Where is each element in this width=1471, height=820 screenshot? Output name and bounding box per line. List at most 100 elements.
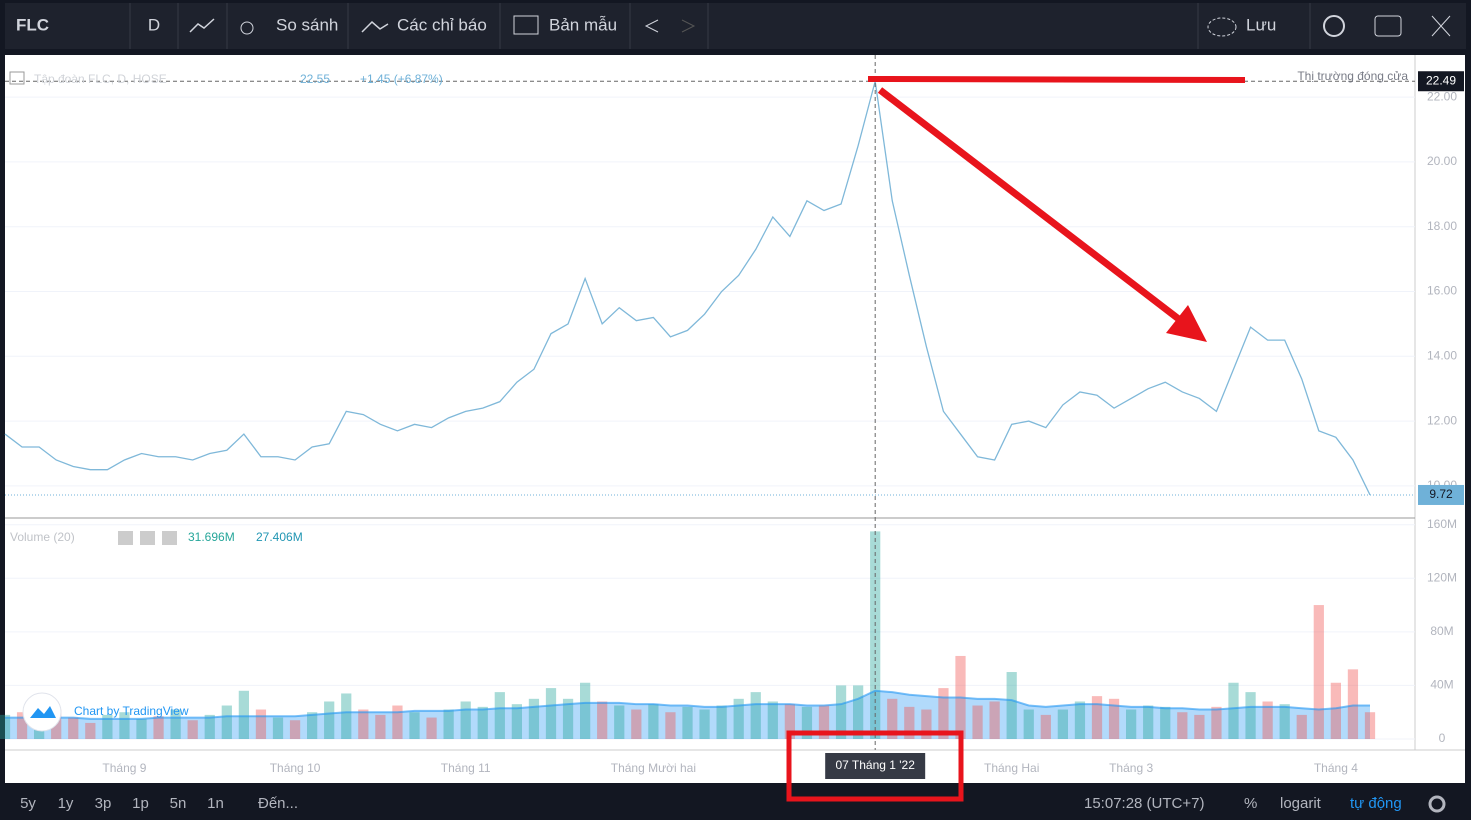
volume-bar	[562, 698, 574, 739]
last-price-box	[1418, 484, 1464, 505]
market-status: Thị trường đóng cửa	[1297, 69, 1408, 83]
volume-bar	[887, 698, 898, 739]
collapse-button[interactable]	[9, 71, 25, 85]
vol-btn[interactable]	[118, 531, 133, 545]
goto-date[interactable]: Đến...	[258, 795, 298, 812]
last-price: 9.72	[1429, 487, 1453, 501]
auto-toggle[interactable]: tự động	[1350, 795, 1402, 812]
volume-bar	[170, 709, 181, 739]
cloud-icon[interactable]	[1207, 17, 1237, 37]
volume-bar	[1228, 682, 1239, 739]
vol-btn[interactable]	[140, 531, 155, 545]
y-tick-label: 120M	[1427, 570, 1457, 584]
volume-bar	[0, 714, 11, 739]
compare-icon[interactable]	[240, 21, 254, 35]
crosshair-price: 22.49	[1426, 73, 1456, 87]
volume-bar	[972, 705, 983, 739]
fullscreen[interactable]	[1431, 15, 1451, 37]
symbol[interactable]: FLC	[16, 15, 49, 34]
compare[interactable]: So sánh	[276, 15, 338, 34]
range-button[interactable]: 3p	[95, 795, 112, 812]
legend-change: +1.45 (+6.87%)	[360, 72, 443, 86]
volume-bar	[1245, 692, 1256, 739]
settings[interactable]	[1323, 15, 1345, 37]
volume-bar	[1040, 714, 1051, 739]
volume-bar	[307, 712, 318, 739]
save[interactable]: Lưu	[1246, 15, 1276, 34]
x-tick-label: Tháng Mười hai	[611, 761, 696, 775]
price-line	[4, 81, 1371, 496]
volume-bar	[443, 709, 454, 739]
chart-type-icon[interactable]	[189, 18, 215, 33]
volume-bar	[1313, 605, 1324, 739]
volume-bar	[682, 706, 693, 739]
watermark[interactable]: Chart by TradingView	[74, 704, 189, 718]
volume-bar	[392, 705, 403, 739]
volume-bar	[1347, 669, 1359, 739]
volume-bar	[187, 720, 198, 739]
volume-bar	[289, 720, 301, 739]
volume-bar	[1108, 698, 1120, 739]
volume-bar	[1143, 705, 1154, 739]
volume-ma-line	[5, 689, 1370, 720]
volume-bar	[648, 704, 659, 739]
volume-bar	[528, 698, 540, 739]
volume-bar	[767, 701, 778, 739]
volume-bar	[1074, 701, 1086, 739]
volume-bar	[255, 709, 267, 739]
range-button[interactable]: 1n	[207, 795, 224, 812]
indicators[interactable]: Các chỉ báo	[397, 15, 487, 34]
indicators-icon[interactable]	[361, 20, 389, 33]
volume-value: 31.696M	[188, 530, 235, 544]
log-toggle[interactable]: logarit	[1280, 795, 1322, 812]
toolbar-separators	[129, 3, 1311, 49]
interval[interactable]: D	[148, 15, 160, 34]
volume-bar	[102, 714, 113, 739]
range-button[interactable]: 5y	[20, 795, 36, 812]
volume-bar	[870, 531, 881, 739]
volume-bar	[1194, 714, 1205, 739]
volume-bar	[324, 701, 335, 739]
volume-bar	[1177, 712, 1188, 739]
volume-bar	[1262, 701, 1273, 739]
volume-bar	[426, 717, 437, 739]
range-button[interactable]: 1p	[132, 795, 149, 812]
volume-bar	[597, 701, 608, 739]
volume-bar	[631, 709, 642, 739]
volume-bar	[409, 712, 420, 739]
volume-bar	[1126, 709, 1137, 739]
y-tick-label: 40M	[1430, 678, 1453, 692]
x-tick-label: Tháng 11	[441, 761, 491, 775]
x-tick-label: Tháng 3	[1109, 761, 1153, 775]
vol-btn[interactable]	[162, 531, 177, 545]
y-tick-label: 16.00	[1427, 284, 1457, 298]
volume-bar	[272, 717, 284, 739]
volume-bar	[1057, 709, 1068, 739]
x-tick-label: Tháng 4	[1314, 761, 1358, 775]
volume-bar	[1211, 706, 1222, 739]
percent-toggle[interactable]: %	[1244, 795, 1257, 812]
volume-bar	[341, 693, 352, 739]
volume-bar	[1296, 714, 1307, 739]
range-button[interactable]: 1y	[58, 795, 74, 812]
templates[interactable]: Bản mẫu	[549, 15, 617, 34]
undo[interactable]	[644, 19, 659, 33]
y-tick-label: 14.00	[1427, 348, 1457, 362]
y-tick-label: 12.00	[1427, 413, 1457, 427]
redo[interactable]	[681, 19, 696, 33]
volume-bar	[119, 712, 130, 739]
volume-bar	[853, 685, 864, 739]
volume-bar	[665, 712, 676, 739]
volume-bar	[921, 709, 932, 739]
volume-bar	[750, 692, 761, 739]
volume-bar	[938, 688, 949, 739]
snapshot[interactable]	[1374, 15, 1402, 37]
templates-icon[interactable]	[513, 15, 539, 35]
volume-bar	[733, 698, 744, 739]
range-button[interactable]: 5n	[170, 795, 187, 812]
volume-bar	[1279, 704, 1290, 739]
axis-settings[interactable]	[1428, 795, 1446, 813]
y-tick-label: 160M	[1427, 517, 1457, 531]
volume-bar	[580, 682, 591, 739]
